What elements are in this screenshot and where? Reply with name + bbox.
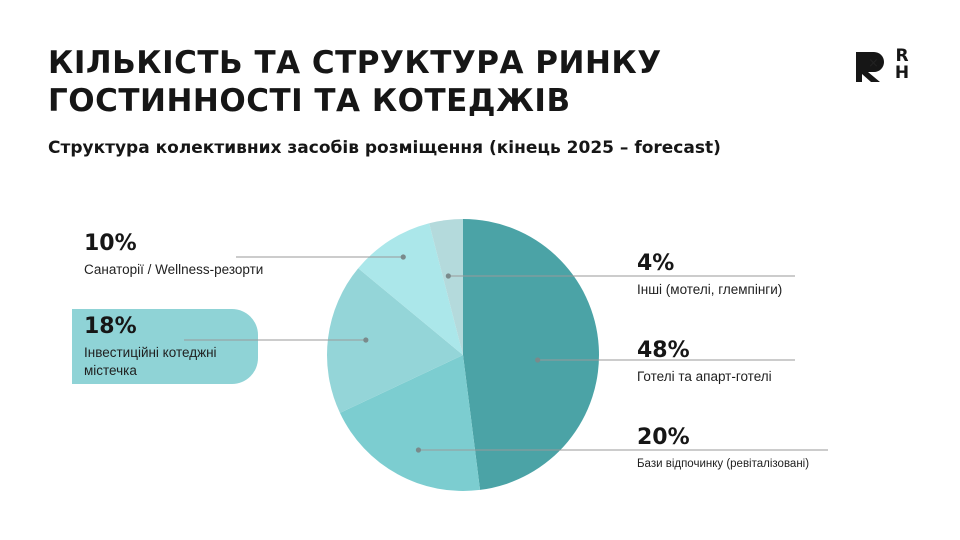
slice-desc-other: Інші (мотелі, глемпінги) [637, 282, 783, 297]
slice-label-recreation-bases: 20% Бази відпочинку (ревіталізовані) [637, 425, 809, 473]
leader-dot-cottage-towns [363, 337, 369, 343]
pie-slice-cottage-towns [327, 268, 463, 413]
slice-desc-recreation-bases: Бази відпочинку (ревіталізовані) [637, 458, 810, 470]
slice-pct-hotels: 48% [637, 338, 690, 363]
slice-pct-other: 4% [637, 251, 675, 276]
slice-desc-sanatoriums: Санаторії / Wellness-резорти [84, 262, 264, 277]
pie-slice-recreation-bases [339, 355, 481, 492]
page-title-line-2: гостинності та котеджів [48, 83, 571, 119]
brand-logo-r-icon [856, 52, 884, 82]
slice-label-sanatoriums: 10% Санаторії / Wellness-резорти [84, 231, 263, 279]
slice-pct-sanatoriums: 10% [84, 231, 137, 256]
logo-letter-h: H [894, 63, 910, 83]
brand-logo-rh: R H [890, 48, 914, 82]
pie-slice-other [429, 219, 463, 355]
slice-pct-recreation-bases: 20% [637, 425, 690, 450]
logo-letter-r: R [895, 46, 909, 66]
logo-separator: × [868, 56, 879, 71]
pie-slice-hotels [463, 219, 600, 490]
slice-label-cottage-towns: 18% Інвестиційні котеджні містечка [84, 314, 254, 380]
slice-label-hotels: 48% Готелі та апарт-готелі [637, 338, 772, 386]
leader-dot-other [445, 273, 451, 279]
leader-dot-hotels [535, 357, 541, 363]
leader-dot-sanatoriums [400, 254, 406, 260]
slice-desc-hotels: Готелі та апарт-готелі [637, 369, 772, 384]
slice-pct-cottage-towns: 18% [84, 314, 137, 339]
pie-slice-sanatoriums [358, 223, 463, 355]
leader-dot-recreation-bases [415, 447, 422, 453]
chart-subtitle: Структура колективних засобів розміщення… [48, 138, 721, 158]
page-title: Кількість та структура ринку гостинності… [48, 44, 662, 120]
highlight-box [72, 309, 258, 384]
page-title-line-1: Кількість та структура ринку [48, 45, 662, 81]
slice-label-other: 4% Інші (мотелі, глемпінги) [637, 251, 782, 299]
slice-desc-cottage-towns: Інвестиційні котеджні містечка [84, 345, 217, 378]
